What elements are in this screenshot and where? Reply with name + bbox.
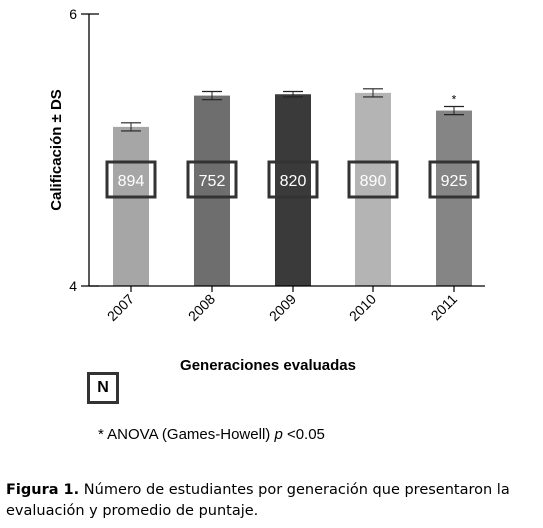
bar: [275, 94, 311, 287]
legend-n-label: N: [97, 379, 109, 396]
x-axis-title: Generaciones evaluadas: [180, 357, 356, 374]
count-label: 925: [441, 173, 468, 190]
count-box: [267, 160, 319, 199]
legend-n-box: N: [87, 372, 119, 404]
count-box: [105, 160, 157, 199]
caption-label: Figura 1.: [6, 482, 80, 498]
caption-text: Número de estudiantes por generación que…: [6, 482, 510, 519]
x-tick-label: 2008: [185, 291, 218, 324]
footnote: * ANOVA (Games-Howell) p <0.05: [98, 426, 325, 443]
count-label: 752: [199, 173, 226, 190]
x-tick-label: 2011: [428, 291, 461, 324]
count-box: [347, 160, 399, 199]
x-tick-label: 2010: [346, 291, 379, 324]
count-label: 890: [360, 173, 387, 190]
footnote-prefix: * ANOVA (Games-Howell): [98, 426, 275, 443]
count-box: [428, 160, 480, 199]
count-box: [186, 160, 238, 199]
y-axis-title: Calificación ± DS: [48, 89, 65, 211]
bar: [113, 126, 149, 286]
x-tick-label: 2007: [104, 291, 137, 324]
count-label: 820: [280, 173, 307, 190]
bar-chart: 4 6 Calificación ± DS Generaciones evaluada…: [48, 6, 485, 374]
x-tick-label: 2009: [266, 291, 299, 324]
figure-caption: Figura 1. Número de estudiantes por gene…: [6, 480, 541, 522]
y-tick-label: 6: [69, 6, 77, 22]
bar: [355, 92, 391, 286]
footnote-p-italic: p: [274, 426, 283, 443]
bar: [194, 95, 230, 286]
count-label: 894: [118, 173, 145, 190]
significance-mark: *: [452, 92, 457, 106]
y-tick-label: 4: [69, 278, 77, 294]
footnote-suffix: <0.05: [282, 426, 325, 443]
